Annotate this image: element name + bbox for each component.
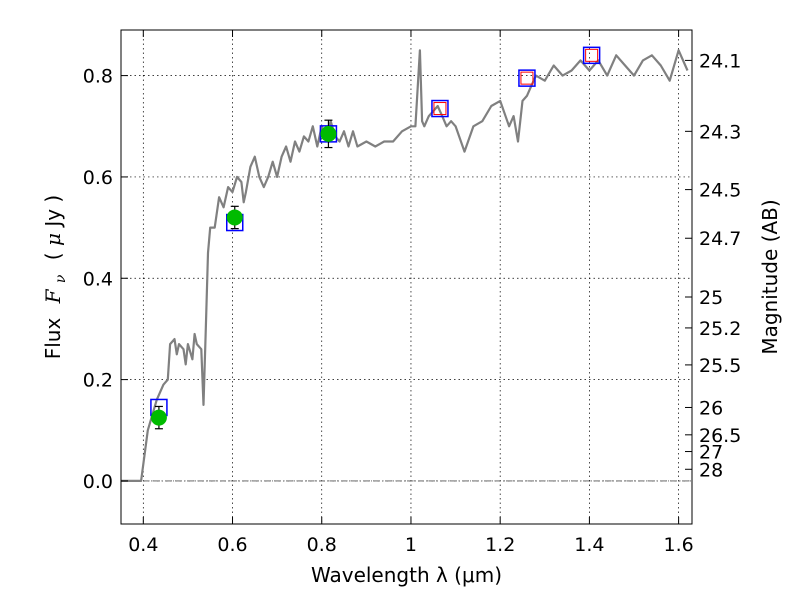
y-axis-label-symbol: F [41,288,65,304]
model-photometry-point [582,46,601,65]
upper-limit-point [520,71,534,85]
x-axis-label: Wavelength λ (μm) [311,563,502,587]
y-tick-label: 0.8 [83,66,113,88]
spectrum-line [121,49,689,482]
upper-limit-point [433,102,447,116]
right-tick-label: 24.1 [699,50,741,72]
x-tick-label: 1 [405,534,417,556]
x-tick-label: 1.6 [664,534,694,556]
upper-limit-point [585,48,599,62]
x-tick-label: 0.8 [307,534,337,556]
y-axis-label-unit-open: ( [41,246,65,260]
right-axis-label: Magnitude (AB) [758,199,782,354]
model-photometry-point [518,69,536,87]
right-tick-label: 25.2 [699,318,741,340]
observed-point [150,409,167,426]
model-photometry-point [431,99,449,118]
plot-marks [121,46,689,482]
y-axis-label: Flux F ν ( μ Jy ) [41,195,70,360]
y-axis-label-subscript: ν [53,274,69,283]
grid-lines [121,30,692,524]
x-tick-label: 0.6 [217,534,247,556]
right-tick-label: 26 [699,397,723,419]
right-tick-label: 28 [699,459,723,481]
right-tick-label: 24.3 [699,121,741,143]
y-tick-label: 0.4 [83,268,113,290]
x-tick-label: 1.4 [574,534,604,556]
y-axis-label-word: Flux [41,318,65,360]
axis-ticks: 0.4 0.6 0.8 1 1.2 1.4 1.6 0.0 0.2 0.4 0.6 0.8 24.1 24… [83,30,741,556]
right-tick-label: 26.5 [699,425,741,447]
y-tick-label: 0.6 [83,167,113,189]
y-tick-label: 0.2 [83,370,113,392]
observed-point [320,125,337,142]
right-tick-label: 24.5 [699,180,741,202]
y-axis-label-unit-mu: μ [41,233,65,246]
right-tick-label: 25 [699,287,723,309]
right-tick-label: 24.7 [699,228,741,250]
right-tick-label: 25.5 [699,355,741,377]
y-axis-label-unit-rest: Jy ) [41,195,65,229]
y-tick-label: 0.0 [83,471,113,493]
plot-frame [120,29,693,525]
right-tick-label: 27 [699,442,723,464]
observed-point [226,209,243,226]
x-tick-label: 1.2 [485,534,515,556]
x-tick-label: 0.4 [128,534,158,556]
